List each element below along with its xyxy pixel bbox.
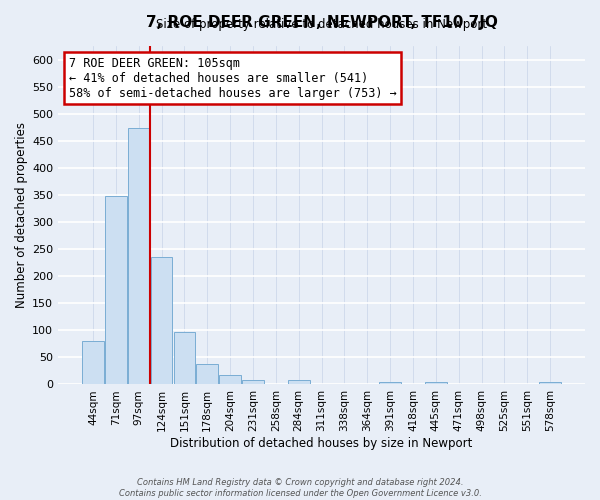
Y-axis label: Number of detached properties: Number of detached properties bbox=[15, 122, 28, 308]
Bar bbox=[539, 382, 561, 384]
Bar bbox=[82, 341, 104, 384]
Bar bbox=[128, 128, 149, 384]
Bar bbox=[242, 380, 264, 384]
Bar bbox=[379, 382, 401, 384]
Bar bbox=[425, 382, 447, 384]
Bar bbox=[173, 332, 195, 384]
Text: 7 ROE DEER GREEN: 105sqm
← 41% of detached houses are smaller (541)
58% of semi-: 7 ROE DEER GREEN: 105sqm ← 41% of detach… bbox=[68, 56, 397, 100]
Bar bbox=[151, 258, 172, 384]
Bar bbox=[219, 374, 241, 384]
Bar bbox=[105, 196, 127, 384]
Bar bbox=[288, 380, 310, 384]
Text: Size of property relative to detached houses in Newport: Size of property relative to detached ho… bbox=[156, 18, 487, 31]
Title: 7, ROE DEER GREEN, NEWPORT, TF10 7JQ: 7, ROE DEER GREEN, NEWPORT, TF10 7JQ bbox=[146, 15, 497, 30]
X-axis label: Distribution of detached houses by size in Newport: Distribution of detached houses by size … bbox=[170, 437, 473, 450]
Bar bbox=[196, 364, 218, 384]
Text: Contains HM Land Registry data © Crown copyright and database right 2024.
Contai: Contains HM Land Registry data © Crown c… bbox=[119, 478, 481, 498]
